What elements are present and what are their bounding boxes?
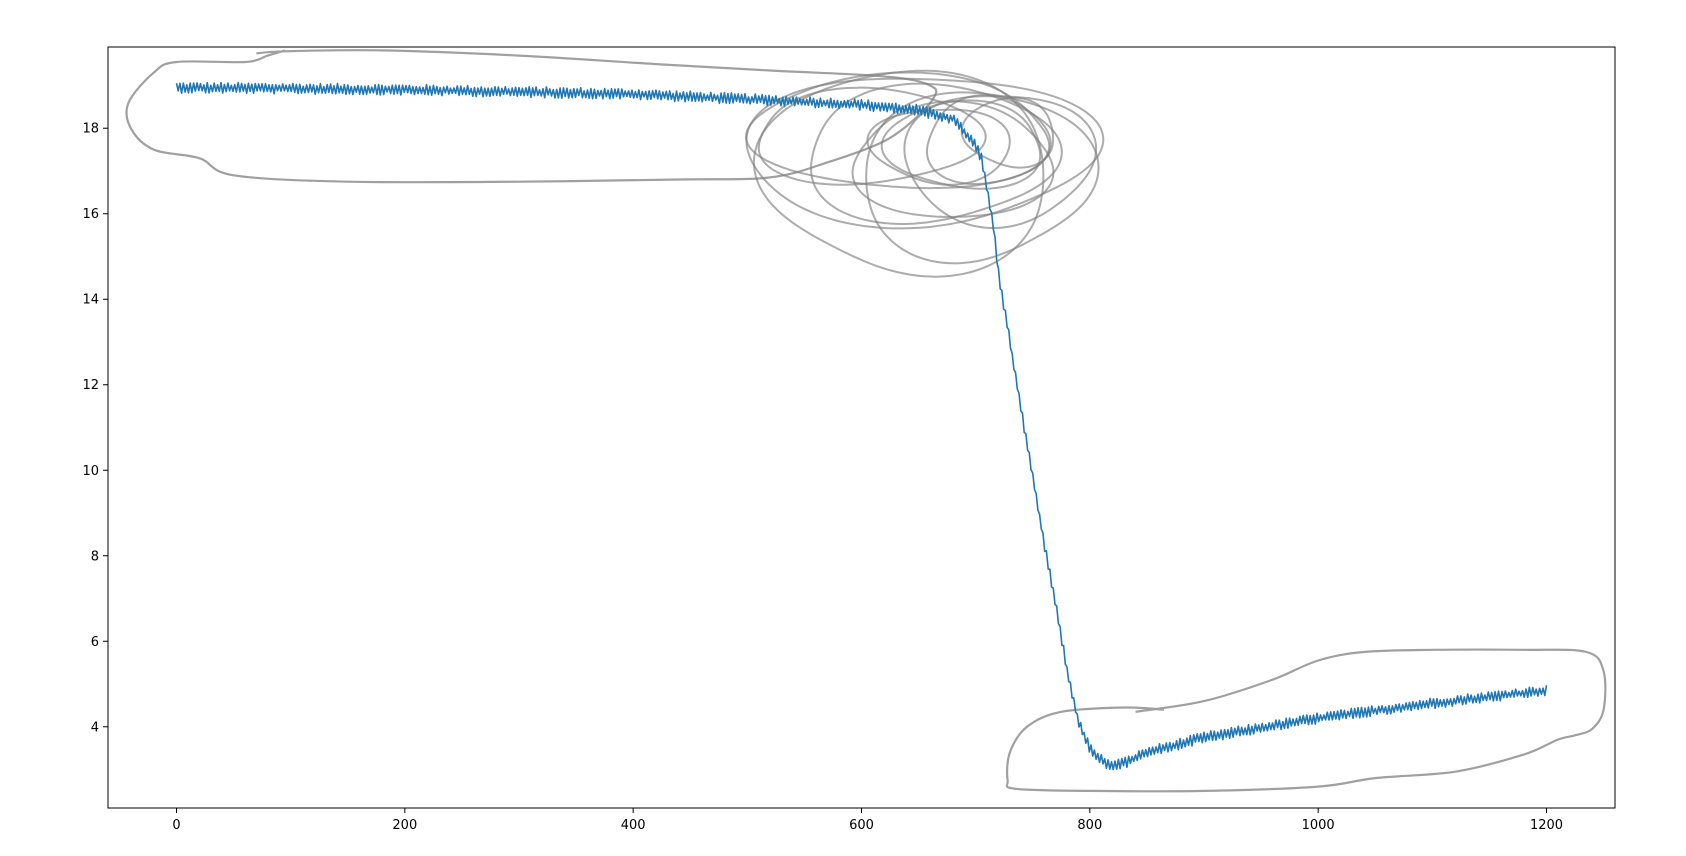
gray-stroke-path [125,49,938,184]
y-tick-label: 18 [82,122,99,137]
gray-loop-path [757,86,987,186]
axes: 0 200 400 600 800 1000 1200 4 6 8 10 12 14 16 18 [82,122,1563,833]
blue-series-line [175,81,1548,771]
y-tick-label: 8 [91,549,99,564]
y-tick-label: 16 [82,207,99,222]
gray-loop-path [866,108,1011,186]
y-tick-label: 14 [82,293,99,308]
gray-loop-path [745,71,1051,190]
y-tick-label: 12 [82,378,99,393]
x-tick-label: 200 [392,818,417,833]
x-tick-label: 0 [172,818,180,833]
gray-stroke-path [1005,648,1607,793]
x-tick-label: 600 [849,818,874,833]
gray-loop-path [752,69,1045,278]
x-tick-label: 800 [1077,818,1102,833]
gray-loop-path [745,77,1105,230]
gray-loop-path [880,99,1042,190]
gray-loop-path [960,96,1055,169]
x-tick-label: 1000 [1302,818,1335,833]
x-tick-label: 1200 [1530,818,1563,833]
y-tick-label: 10 [82,464,99,479]
y-tick-label: 6 [91,635,99,650]
plot-area [125,49,1607,793]
x-tick-label: 400 [621,818,646,833]
y-tick-label: 4 [91,720,99,735]
